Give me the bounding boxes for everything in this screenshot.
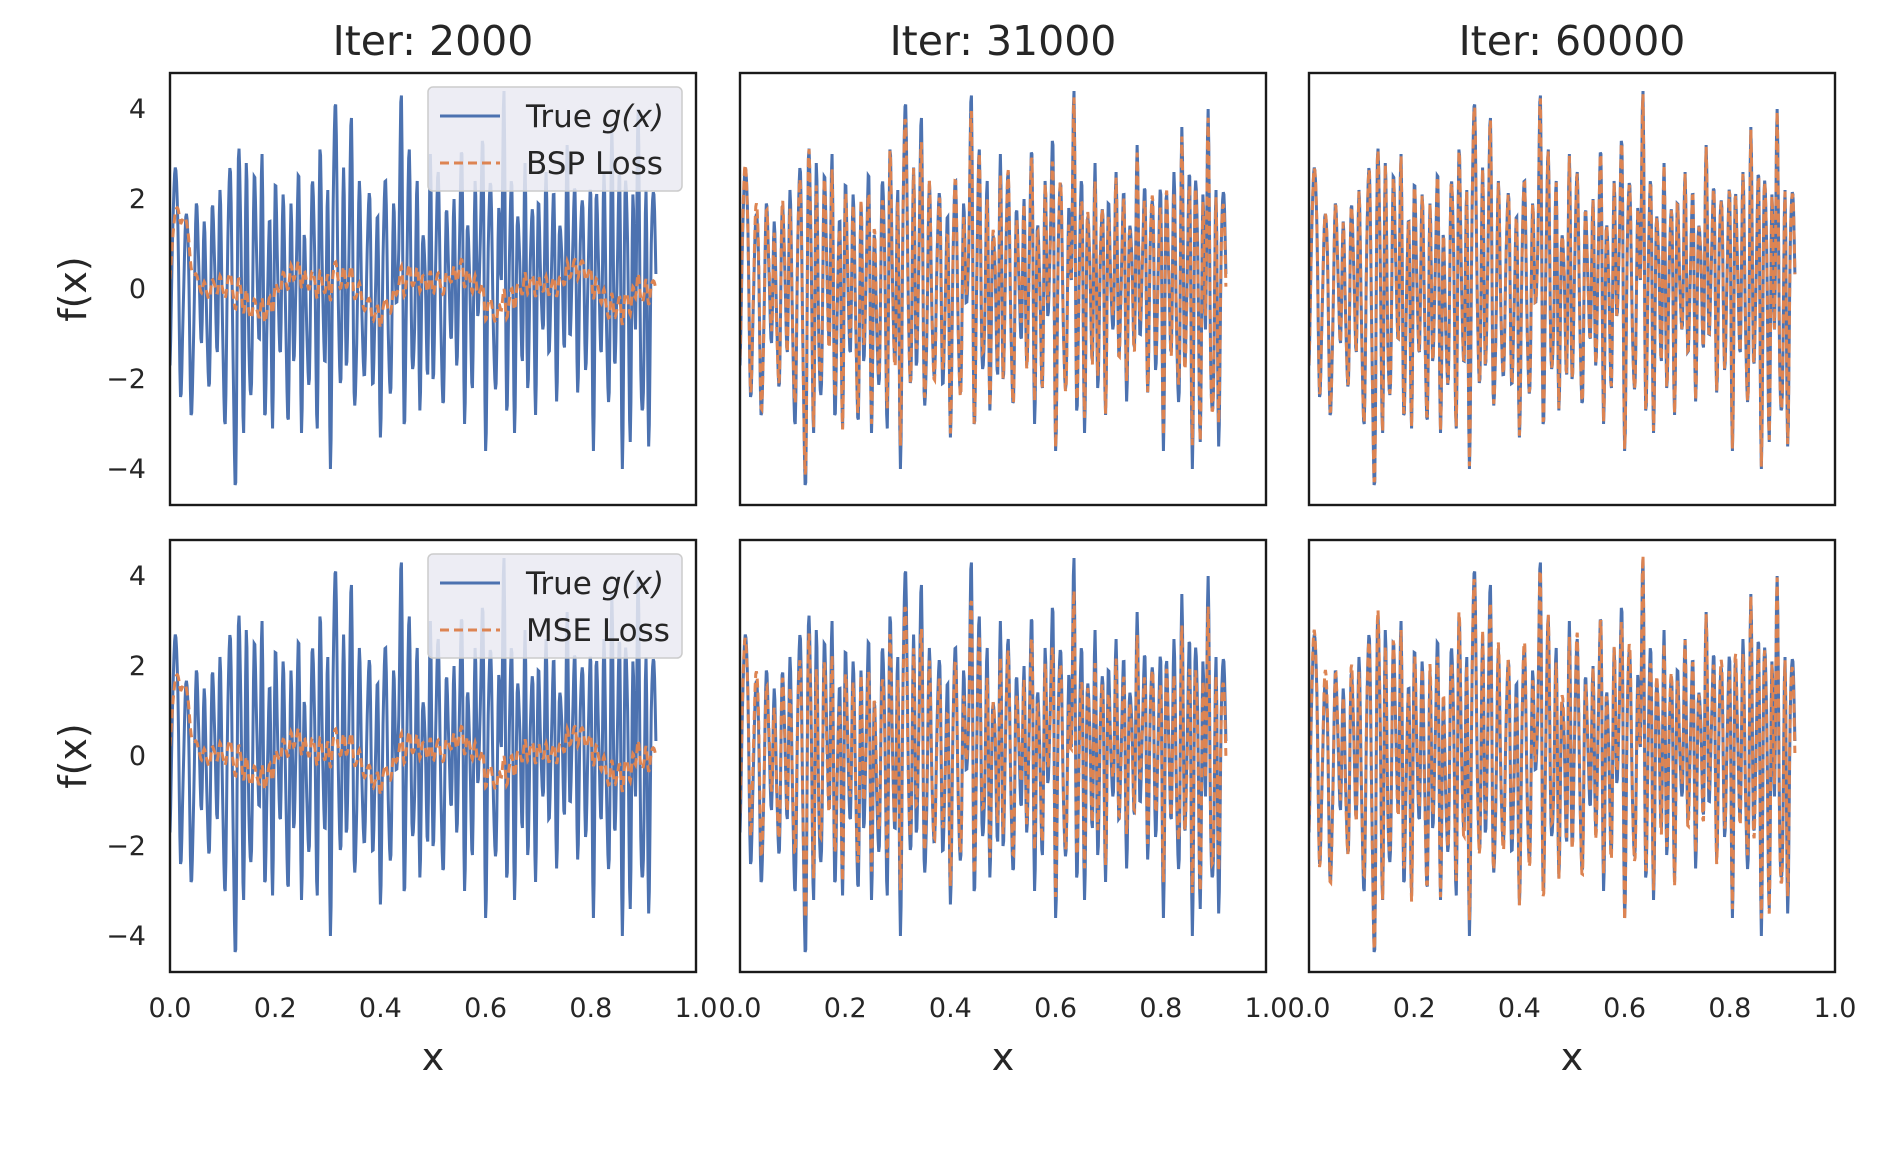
axes-frame xyxy=(738,71,1268,507)
series-true-g-line xyxy=(740,90,1228,486)
axes-frame xyxy=(1307,538,1837,974)
legend-box xyxy=(427,553,683,659)
axes-frame xyxy=(738,538,1268,974)
x-tick-label: 0.2 xyxy=(1393,993,1436,1024)
series-loss-line xyxy=(1309,555,1797,950)
x-tick-label: 0.4 xyxy=(359,993,402,1024)
x-tick-label: 0.8 xyxy=(1708,993,1751,1024)
series-true-g-line xyxy=(1309,557,1797,953)
x-tick-label: 1.0 xyxy=(1245,993,1288,1024)
series-loss-line xyxy=(740,590,1228,919)
panel-title: Iter: 31000 xyxy=(890,17,1117,65)
x-tick-label: 0.0 xyxy=(1288,993,1331,1024)
series-true-g-line xyxy=(740,557,1228,953)
y-tick-label: −2 xyxy=(106,364,146,395)
x-tick-label: 0.0 xyxy=(149,993,192,1024)
legend-loss-label: BSP Loss xyxy=(526,146,663,182)
legend-true-label: True g(x) xyxy=(525,99,664,135)
x-axis-label: x xyxy=(992,1035,1015,1079)
y-axis-label: f(x) xyxy=(51,723,95,789)
panel-r2-c2: 0.0 0.2 0.4 0.6 0.8 1.0 x xyxy=(719,538,1288,1079)
panel-r1-c1: Iter: 2000 4 2 0 −2 −4 f(x) True g(x) BSP Loss xyxy=(51,17,698,507)
x-tick-label: 0.4 xyxy=(1498,993,1541,1024)
legend-box xyxy=(427,86,683,192)
axes-frame xyxy=(168,71,698,507)
y-tick-label: −2 xyxy=(106,831,146,862)
panel-r1-c2: Iter: 31000 xyxy=(738,17,1268,507)
series-loss-line xyxy=(170,205,658,329)
x-tick-label: 0.6 xyxy=(464,993,507,1024)
legend-loss-label: MSE Loss xyxy=(526,613,670,649)
x-tick-label: 0.0 xyxy=(719,993,762,1024)
y-tick-label: 4 xyxy=(129,94,146,125)
x-axis-label: x xyxy=(1561,1035,1584,1079)
axes-frame xyxy=(1307,71,1837,507)
panel-r2-c3: 0.0 0.2 0.4 0.6 0.8 1.0 x xyxy=(1288,538,1857,1079)
y-tick-label: 0 xyxy=(129,741,146,772)
x-tick-label: 0.2 xyxy=(254,993,297,1024)
x-tick-label: 0.6 xyxy=(1603,993,1646,1024)
y-tick-label: −4 xyxy=(106,921,146,952)
legend-true-label: True g(x) xyxy=(525,566,664,602)
legend: True g(x) MSE Loss xyxy=(427,553,683,659)
legend: True g(x) BSP Loss xyxy=(427,86,683,192)
x-tick-label: 1.0 xyxy=(1814,993,1857,1024)
x-tick-label: 0.4 xyxy=(929,993,972,1024)
y-tick-label: 2 xyxy=(129,651,146,682)
y-axis-label: f(x) xyxy=(51,256,95,322)
panel-r1-c3: Iter: 60000 xyxy=(1307,17,1837,507)
y-tick-label: −4 xyxy=(106,454,146,485)
y-tick-label: 0 xyxy=(129,274,146,305)
series-loss-line xyxy=(170,672,658,796)
series-loss-line xyxy=(1309,94,1797,483)
panel-r2-c1: 4 2 0 −2 −4 f(x) 0.0 0.2 0.4 0.6 0.8 1.0 x True g(x) M… xyxy=(51,538,718,1079)
x-axis-label: x xyxy=(422,1035,445,1079)
x-tick-label: 0.8 xyxy=(1139,993,1182,1024)
panel-title: Iter: 2000 xyxy=(333,17,534,65)
panel-title: Iter: 60000 xyxy=(1459,17,1686,65)
x-tick-label: 0.2 xyxy=(824,993,867,1024)
x-tick-label: 0.6 xyxy=(1034,993,1077,1024)
axes-frame xyxy=(168,538,698,974)
series-loss-line xyxy=(740,97,1228,475)
y-tick-label: 2 xyxy=(129,184,146,215)
x-tick-label: 0.8 xyxy=(569,993,612,1024)
x-tick-label: 1.0 xyxy=(675,993,718,1024)
y-tick-label: 4 xyxy=(129,561,146,592)
